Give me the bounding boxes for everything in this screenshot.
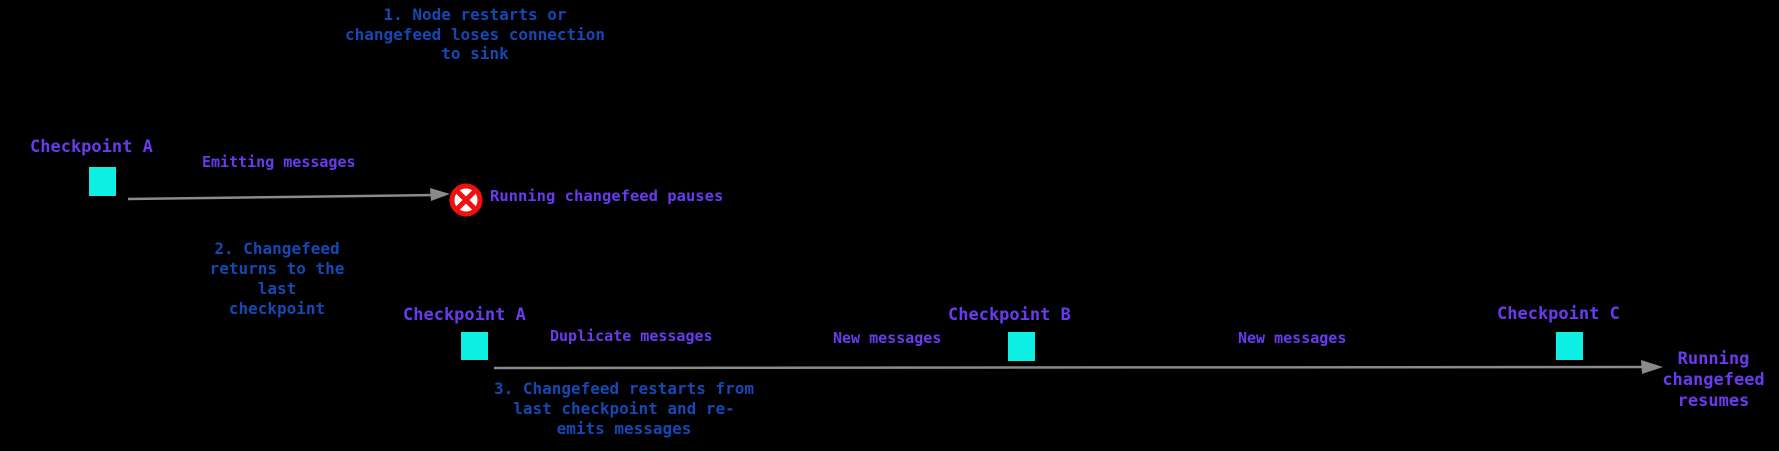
running-changefeed-pauses-label: Running changefeed pauses <box>490 187 724 205</box>
new-messages-label-1: New messages <box>833 329 942 347</box>
emitting-messages-label: Emitting messages <box>202 153 356 171</box>
step3-note: 3. Changefeed restarts from last checkpo… <box>493 379 755 438</box>
checkpoint-c-marker <box>1556 332 1583 360</box>
duplicate-messages-label: Duplicate messages <box>550 327 713 345</box>
checkpoint-b-marker <box>1008 332 1035 361</box>
running-changefeed-resumes-label: Running changefeed resumes <box>1662 349 1765 411</box>
timeline1-arrow <box>127 188 450 201</box>
error-icon <box>449 183 483 217</box>
checkpoint-a-label-timeline1: Checkpoint A <box>30 137 153 157</box>
step2-note: 2. Changefeed returns to the last checkp… <box>209 239 345 318</box>
checkpoint-a-marker-timeline2 <box>461 332 488 360</box>
timeline2-arrow <box>493 360 1663 374</box>
checkpoint-b-label: Checkpoint B <box>948 305 1071 325</box>
checkpoint-c-label: Checkpoint C <box>1497 304 1620 324</box>
new-messages-label-2: New messages <box>1238 329 1347 347</box>
checkpoint-a-marker-timeline1 <box>89 167 116 196</box>
step1-note: 1. Node restarts or changefeed loses con… <box>344 5 606 63</box>
checkpoint-a-label-timeline2: Checkpoint A <box>403 305 526 325</box>
